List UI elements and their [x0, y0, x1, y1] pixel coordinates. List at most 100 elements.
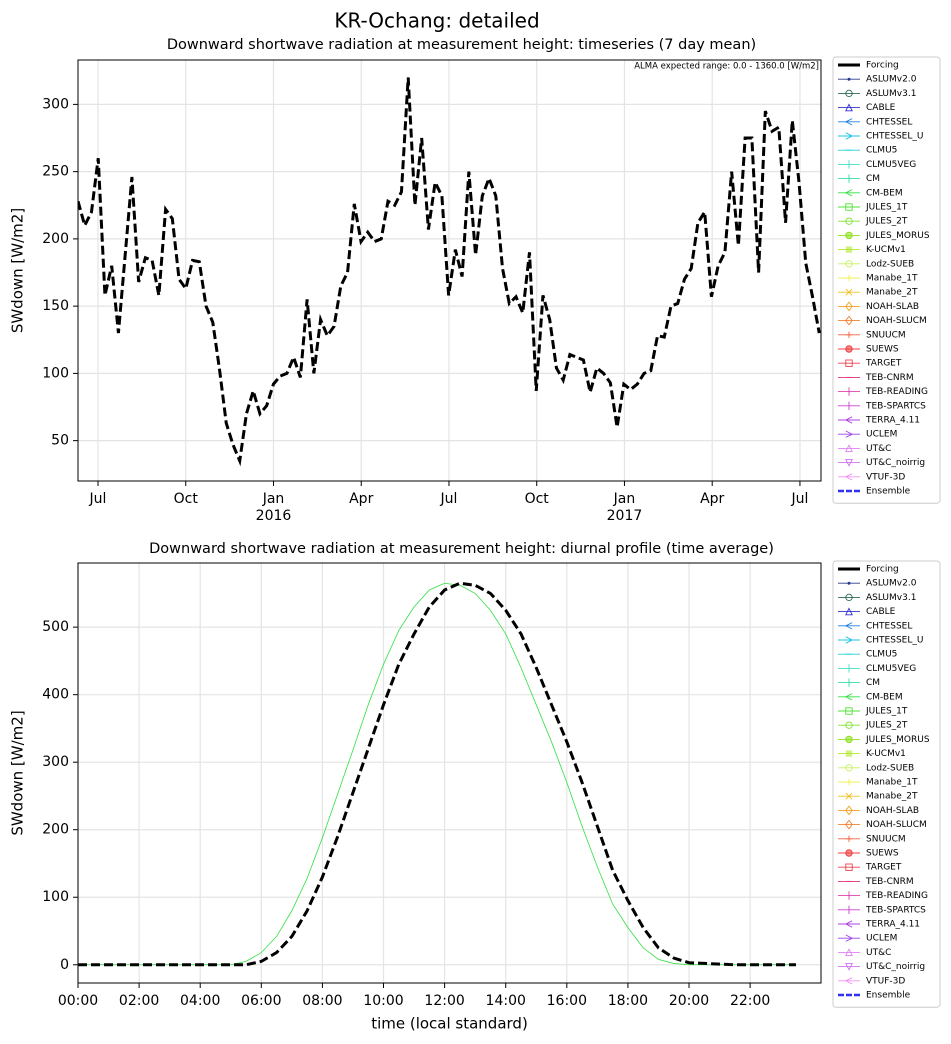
legend: Forcing ASLUMv2.0 ASLUMv3.1 CABLE CHTESSEL CH…: [832, 56, 941, 504]
legend-marker: [845, 260, 853, 268]
legend-marker: [845, 764, 853, 772]
legend-marker: [845, 593, 853, 602]
x-tick-label: 10:00: [363, 993, 403, 1009]
legend-marker: [845, 735, 853, 744]
y-tick-label: 500: [42, 619, 69, 635]
x-tick-label: 06:00: [241, 993, 281, 1009]
legend-label: Ensemble: [866, 487, 911, 497]
legend-label: CHTESSEL_U: [866, 636, 923, 646]
legend-label: UT&C_noirrig: [866, 458, 925, 468]
legend-label: JULES_2T: [865, 217, 908, 227]
y-tick-label: 50: [51, 433, 69, 449]
legend-label: SNUUCM: [866, 330, 906, 340]
legend-label: JULES_2T: [865, 721, 908, 731]
axes-title: Downward shortwave radiation at measurem…: [167, 37, 756, 53]
y-tick-label: 100: [42, 889, 69, 905]
x-tick-label: Oct: [525, 491, 550, 507]
legend-label: TEB-SPARTCS: [865, 401, 926, 411]
legend-label: CM: [866, 678, 880, 688]
y-tick-label: 200: [42, 231, 69, 247]
legend-label: NOAH-SLAB: [866, 806, 919, 816]
x-tick-label: Jan: [262, 491, 285, 507]
legend-marker: [845, 345, 853, 353]
legend-marker: [845, 132, 854, 140]
legend-marker: [845, 863, 853, 871]
legend-label: JULES_1T: [865, 707, 908, 717]
legend-marker: [845, 315, 853, 326]
x-axis-label: time (local standard): [371, 1015, 528, 1033]
legend-marker: [845, 359, 853, 367]
legend-marker: [845, 288, 853, 296]
legend-label: SUEWS: [866, 849, 899, 859]
legend-label: CLMU5VEG: [866, 664, 916, 674]
x-tick-label: 14:00: [486, 993, 526, 1009]
legend-marker: [845, 89, 853, 98]
legend-label: CABLE: [866, 607, 896, 617]
x-tick-label: Oct: [174, 491, 199, 507]
x-tick-label: Apr: [700, 491, 724, 507]
legend-label: CHTESSEL_U: [866, 132, 923, 142]
legend-marker: [845, 707, 853, 715]
legend-label: SUEWS: [866, 345, 899, 355]
y-tick-label: 250: [42, 164, 69, 180]
legend-label: K-UCMv1: [866, 245, 906, 255]
legend-label: ASLUMv2.0: [866, 75, 917, 85]
legend-marker: [845, 301, 853, 312]
x-tick-label: Jan: [613, 491, 636, 507]
legend-marker: [845, 750, 853, 757]
legend-label: TEB-CNRM: [865, 373, 914, 383]
legend-marker: [844, 920, 853, 928]
legend-marker: [845, 203, 853, 211]
x-tick-label: 08:00: [302, 993, 342, 1009]
legend-marker: [845, 792, 853, 800]
legend-label: ASLUMv2.0: [866, 579, 917, 589]
legend-marker: [844, 473, 853, 481]
legend-label: NOAH-SLUCM: [866, 820, 927, 830]
legend-label: CLMU5VEG: [866, 160, 916, 170]
legend-marker: [844, 189, 853, 197]
legend-label: TERRA_4.11: [865, 920, 920, 930]
legend-label: ASLUMv3.1: [866, 89, 916, 99]
x-tick-label: Apr: [349, 491, 373, 507]
y-axis-label: SWdown [W/m2]: [9, 710, 27, 835]
legend-marker: [844, 118, 853, 126]
legend-label: UT&C: [866, 444, 891, 454]
legend-marker: [845, 934, 854, 942]
legend-label: Forcing: [866, 61, 899, 71]
y-tick-label: 100: [42, 365, 69, 381]
legend-label: TEB-READING: [865, 387, 928, 397]
legend-marker: [845, 819, 853, 830]
y-tick-label: 300: [42, 96, 69, 112]
annotation: ALMA expected range: 0.0 - 1360.0 [W/m2]: [634, 62, 819, 72]
x-tick-label: 12:00: [424, 993, 464, 1009]
legend-marker: [845, 835, 853, 842]
x-tick-label: 20:00: [669, 993, 709, 1009]
x-tick-label: 16:00: [547, 993, 587, 1009]
legend-marker: [845, 458, 853, 467]
legend-label: CLMU5: [866, 146, 897, 156]
series-line: [78, 582, 796, 966]
legend-marker: [845, 331, 853, 338]
legend-marker: [845, 962, 853, 971]
legend-label: JULES_MORUS: [865, 231, 930, 241]
legend-label: Ensemble: [866, 991, 911, 1001]
legend-label: TARGET: [865, 359, 902, 369]
legend-marker: [845, 103, 853, 112]
legend-marker: [847, 581, 851, 585]
x-tick-label: 04:00: [180, 993, 220, 1009]
legend-marker: [845, 217, 853, 225]
legend-marker: [844, 977, 853, 985]
legend-label: UCLEM: [866, 934, 897, 944]
legend-label: UT&C: [866, 948, 891, 958]
legend-marker: [845, 231, 853, 240]
legend-marker: [845, 948, 853, 957]
x-tick-label: Jul: [89, 491, 107, 507]
legend-marker: [844, 416, 853, 424]
x-tick-label: 02:00: [119, 993, 159, 1009]
legend-label: Manabe_2T: [866, 792, 918, 802]
legend-marker: [845, 778, 853, 786]
legend-marker: [845, 636, 854, 644]
legend-marker: [845, 430, 854, 438]
legend-label: CLMU5: [866, 650, 897, 660]
legend-label: NOAH-SLUCM: [866, 316, 927, 326]
